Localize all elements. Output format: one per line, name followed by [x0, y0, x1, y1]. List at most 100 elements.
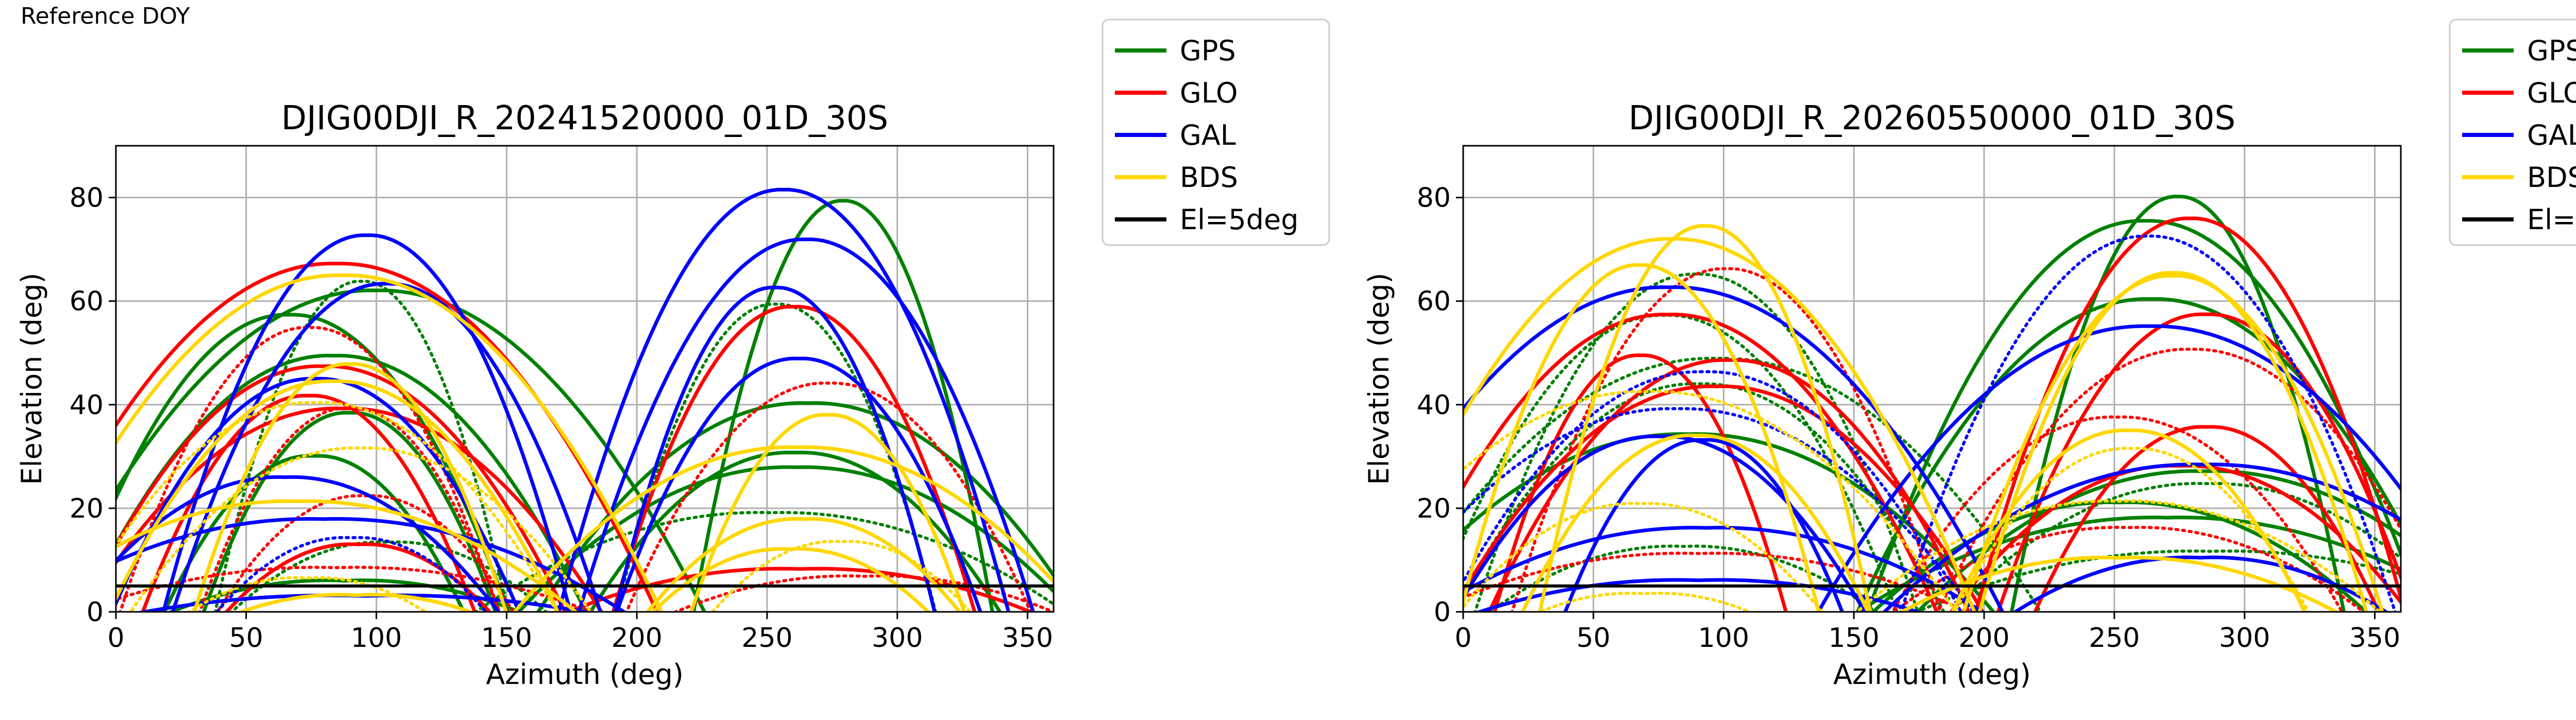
track-gal — [116, 475, 501, 612]
x-tick-label: 100 — [351, 623, 402, 654]
track-gal — [1463, 407, 1976, 612]
track-glo — [672, 574, 1054, 612]
track-glo — [116, 565, 597, 612]
track-bds — [1463, 263, 1821, 612]
track-gal — [161, 233, 572, 612]
x-tick-label: 350 — [2349, 623, 2400, 654]
track-glo — [215, 494, 515, 612]
figure-label: Reference DOY — [21, 3, 190, 29]
chart-title: DJIG00DJI_R_20260550000_01D_30S — [1629, 99, 2235, 138]
track-glo — [624, 381, 1032, 612]
track-bds — [650, 547, 931, 612]
legend-label: GAL — [1180, 119, 1236, 151]
chart-2: 0 50 100 150 200 250 300 350 0 20 40 60 80 Azimuth (d… — [1363, 19, 2576, 691]
track-bds — [1463, 237, 1976, 612]
track-bds — [236, 593, 476, 612]
track-glo — [564, 567, 1036, 612]
x-tick-label: 300 — [2219, 623, 2270, 654]
chart-title: DJIG00DJI_R_20241520000_01D_30S — [281, 99, 888, 138]
x-tick-label: 300 — [872, 623, 923, 654]
track-bds — [192, 362, 508, 612]
track-gps — [615, 302, 938, 612]
track-gps — [213, 280, 510, 612]
legend-box — [2449, 19, 2576, 246]
legend-label: GPS — [1180, 35, 1236, 67]
track-gps — [588, 451, 1003, 612]
track-glo — [611, 304, 977, 612]
legend-box — [1101, 19, 1330, 246]
track-gal — [1474, 578, 1923, 612]
track-gal — [116, 517, 628, 612]
track-glo — [2033, 425, 2381, 612]
x-tick-label: 350 — [1002, 623, 1053, 654]
y-tick-label: 20 — [70, 493, 104, 524]
track-bds — [1855, 499, 2382, 612]
track-gal — [171, 282, 602, 612]
track-glo — [1936, 348, 2401, 612]
track-gps — [201, 410, 498, 612]
track-gps — [691, 199, 994, 612]
track-gps — [1463, 356, 2043, 612]
track-bds — [128, 446, 592, 612]
legend-label: BDS — [2527, 161, 2576, 194]
x-tick-label: 150 — [481, 623, 532, 654]
track-gal — [2012, 555, 2389, 612]
track-gal — [1816, 324, 2401, 612]
y-tick-label: 80 — [70, 183, 104, 214]
track-gps — [116, 288, 707, 612]
legend-label: GAL — [2527, 119, 2576, 151]
track-bds — [116, 273, 664, 612]
series-gal — [116, 187, 1035, 612]
track-gal — [1882, 462, 2401, 612]
track-gps — [1866, 219, 2401, 612]
y-tick-label: 40 — [1417, 390, 1451, 421]
x-axis-label: Azimuth (deg) — [1833, 658, 2031, 691]
x-axis-label: Azimuth (deg) — [486, 658, 684, 691]
y-tick-label: 0 — [87, 597, 104, 628]
x-tick-label: 250 — [2089, 623, 2140, 654]
track-glo — [1463, 313, 1939, 612]
track-bds — [116, 379, 560, 612]
track-bds — [1520, 433, 1870, 612]
legend-label: El=5deg — [2527, 203, 2576, 236]
track-gal — [1463, 370, 1963, 612]
track-gal — [116, 376, 521, 612]
track-bds — [1463, 389, 1958, 612]
series-bds — [116, 273, 1054, 612]
x-tick-label: 0 — [107, 623, 124, 654]
y-tick-label: 60 — [1417, 286, 1451, 317]
track-bds — [1897, 556, 2340, 612]
y-tick-label: 0 — [1434, 597, 1451, 628]
y-axis-label: Elevation (deg) — [15, 273, 48, 485]
series-bds — [1463, 224, 2384, 612]
satellite-tracks — [116, 187, 1054, 612]
legend: GPS GLO GAL BDS El=5deg — [1101, 19, 1330, 246]
x-tick-label: 50 — [229, 623, 263, 654]
y-tick-label: 80 — [1417, 183, 1451, 214]
series-gal — [1463, 234, 2401, 612]
track-gal — [215, 536, 488, 612]
x-tick-label: 50 — [1577, 623, 1611, 654]
track-gal — [1463, 285, 2005, 612]
x-tick-label: 0 — [1454, 623, 1471, 654]
legend-label: BDS — [1180, 161, 1238, 194]
track-gal — [1463, 525, 1986, 612]
track-gal — [577, 237, 1035, 612]
x-tick-label: 200 — [611, 623, 662, 654]
track-glo — [1891, 415, 2344, 612]
track-bds — [116, 499, 579, 612]
track-bds — [689, 413, 967, 612]
track-bds — [1950, 428, 2307, 612]
track-bds — [116, 401, 559, 612]
track-glo — [1510, 267, 1942, 612]
track-gal — [1463, 434, 1867, 612]
y-tick-label: 60 — [70, 286, 104, 317]
legend-label: GLO — [1180, 77, 1238, 109]
track-gps — [516, 465, 1054, 612]
x-tick-label: 100 — [1698, 623, 1749, 654]
track-bds — [1962, 274, 2384, 612]
legend-label: GLO — [2527, 77, 2576, 109]
track-gal — [1563, 438, 1844, 612]
plot-frame — [1462, 145, 2402, 613]
